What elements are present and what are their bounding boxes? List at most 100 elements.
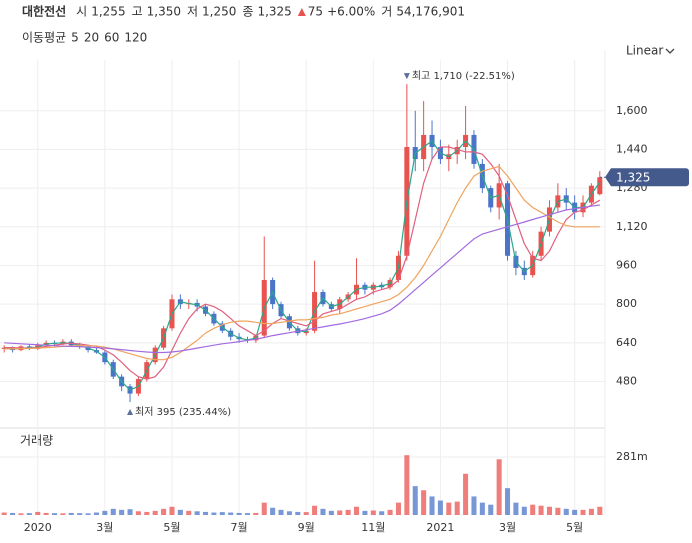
info-label: 고 <box>132 5 143 19</box>
info-value: 1,350 <box>147 5 181 19</box>
ma-line <box>4 140 601 391</box>
volume-bar <box>85 513 91 515</box>
volume-bar <box>454 501 460 515</box>
x-tick-label: 3월 <box>96 521 113 534</box>
change-pct: +6.00% <box>327 5 375 19</box>
change: 75 <box>308 5 323 19</box>
volume-bar <box>10 512 16 515</box>
y-tick-label: 281m <box>616 450 648 463</box>
volume-bar <box>102 510 108 515</box>
volume-bar <box>26 513 32 515</box>
volume-bar <box>18 513 24 515</box>
volume-bar <box>1 512 7 515</box>
volume-bar <box>312 505 318 515</box>
volume-bar <box>278 509 284 515</box>
volume-bar <box>35 511 41 515</box>
volume-bar <box>588 508 594 515</box>
volume-bar <box>261 502 267 515</box>
volume-bar <box>253 512 259 515</box>
info-value: 1,255 <box>91 5 125 19</box>
volume-bar <box>328 510 334 515</box>
volume-bar <box>379 511 385 515</box>
x-tick-label: 9월 <box>298 521 315 534</box>
up-arrow <box>297 8 306 16</box>
volume-bar <box>337 510 343 515</box>
volume-bar <box>437 500 443 515</box>
info-label: 거 <box>381 5 392 19</box>
volume-bar <box>144 511 150 515</box>
volume-bar <box>320 508 326 515</box>
volume-bar <box>152 510 158 515</box>
dropdown-icon[interactable] <box>665 48 675 54</box>
volume-bar <box>161 508 167 515</box>
volume-bar <box>538 505 544 515</box>
info-label: 저 <box>187 5 198 19</box>
y-tick-label: 800 <box>616 297 637 310</box>
volume-bar <box>135 511 141 515</box>
legend-entry: 60 <box>104 31 119 45</box>
high-annotation: 최고 1,710 (-22.51%) <box>412 70 515 82</box>
y-tick-label: 1,120 <box>616 220 648 233</box>
x-tick-label: 7월 <box>231 521 248 534</box>
legend-entry: 120 <box>124 31 147 45</box>
volume-bar <box>203 511 209 515</box>
info-label: 종 <box>242 5 253 19</box>
volume-bar <box>412 486 418 515</box>
low-annotation: 최저 395 (235.44%) <box>135 406 231 418</box>
volume-bar <box>530 504 536 515</box>
x-tick-label: 5월 <box>566 521 583 534</box>
volume-bar <box>68 512 74 515</box>
volume-bar <box>488 504 494 515</box>
ma-line <box>4 165 600 361</box>
volume-bar <box>345 509 351 515</box>
volume-bar <box>580 509 586 515</box>
volume-bar <box>60 513 66 515</box>
volume-bar <box>303 512 309 515</box>
volume-bar <box>572 509 578 515</box>
volume-bar <box>387 509 393 515</box>
candle-body <box>1 347 7 349</box>
volume-bar <box>228 512 234 515</box>
volume-bar <box>219 512 225 515</box>
volume-bar <box>395 502 401 515</box>
volume-bar <box>555 507 561 515</box>
marker-up <box>127 409 134 416</box>
candle-body <box>597 177 603 195</box>
y-tick-label: 480 <box>616 374 637 387</box>
volume-bar <box>404 455 410 515</box>
info-label: 시 <box>76 5 87 19</box>
volume-bar <box>93 512 99 515</box>
info-value: 1,250 <box>202 5 236 19</box>
ma-line <box>4 204 600 354</box>
volume-bar <box>563 508 569 515</box>
volume-bar <box>354 506 360 515</box>
volume-title: 거래량 <box>20 434 53 448</box>
info-value: 54,176,901 <box>396 5 465 19</box>
volume-bar <box>270 507 276 515</box>
x-tick-label: 3월 <box>499 521 516 534</box>
volume-bar <box>362 510 368 515</box>
scale-selector[interactable]: Linear <box>626 44 663 58</box>
volume-bar <box>513 502 519 515</box>
volume-bar <box>127 509 133 515</box>
volume-bar <box>194 511 200 515</box>
x-tick-label: 2020 <box>24 521 52 534</box>
volume-bar <box>463 473 469 515</box>
volume-bar <box>370 510 376 515</box>
volume-bar <box>479 502 485 515</box>
volume-bar <box>177 509 183 515</box>
y-tick-label: 960 <box>616 258 637 271</box>
y-tick-label: 640 <box>616 336 637 349</box>
volume-bar <box>211 512 217 515</box>
volume-bar <box>421 490 427 515</box>
current-price-label: 1,325 <box>616 171 650 185</box>
volume-bar <box>295 511 301 515</box>
legend-entry: 5 <box>71 31 79 45</box>
volume-bar <box>43 512 49 515</box>
ma-line <box>4 146 601 380</box>
volume-bar <box>546 506 552 515</box>
volume-bar <box>286 511 292 515</box>
x-tick-label: 11월 <box>361 521 385 534</box>
info-value: 1,325 <box>257 5 291 19</box>
